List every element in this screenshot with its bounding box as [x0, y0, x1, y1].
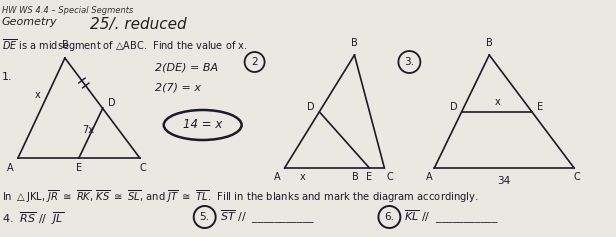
Text: B: B	[352, 172, 359, 182]
Text: C: C	[573, 172, 580, 182]
Text: B: B	[486, 38, 493, 48]
Text: D: D	[307, 102, 315, 112]
Text: 4.  $\overline{RS}$ //  $\overline{JL}$: 4. $\overline{RS}$ // $\overline{JL}$	[2, 210, 64, 227]
Text: E: E	[76, 163, 82, 173]
Text: A: A	[7, 163, 14, 173]
Text: 25/. reduced: 25/. reduced	[90, 17, 187, 32]
Text: 2: 2	[251, 57, 258, 67]
Text: B: B	[62, 40, 68, 50]
Text: x: x	[35, 90, 41, 100]
Text: D: D	[108, 98, 115, 108]
Text: Geometry: Geometry	[2, 17, 58, 27]
Text: In $\triangle$JKL, $\overline{JR}$ $\cong$ $\overline{RK}$, $\overline{KS}$ $\co: In $\triangle$JKL, $\overline{JR}$ $\con…	[2, 188, 479, 205]
Text: 2(DE) = BA: 2(DE) = BA	[155, 62, 218, 72]
Text: x: x	[495, 97, 500, 107]
Text: 6.: 6.	[384, 212, 394, 222]
Text: E: E	[367, 172, 373, 182]
Text: HW WS 4.4 – Special Segments: HW WS 4.4 – Special Segments	[2, 6, 133, 15]
Text: 3.: 3.	[404, 57, 415, 67]
Text: $\overline{DE}$ is a midsegment of △ABC.  Find the value of x.: $\overline{DE}$ is a midsegment of △ABC.…	[2, 38, 248, 55]
Text: E: E	[537, 102, 543, 112]
Text: 5.: 5.	[200, 212, 209, 222]
Text: A: A	[274, 172, 281, 182]
Text: $\overline{ST}$ //  ___________: $\overline{ST}$ // ___________	[220, 208, 315, 226]
Text: A: A	[426, 172, 432, 182]
Text: 34: 34	[498, 176, 511, 186]
Text: C: C	[139, 163, 146, 173]
Text: 7x: 7x	[82, 125, 94, 135]
Text: 2(7) = x: 2(7) = x	[155, 82, 201, 92]
Text: B: B	[351, 38, 358, 48]
Text: C: C	[386, 172, 393, 182]
Text: 1.: 1.	[2, 72, 12, 82]
Text: D: D	[450, 102, 457, 112]
Text: x: x	[299, 172, 306, 182]
Text: 14 = x: 14 = x	[183, 118, 222, 132]
Text: $\overline{KL}$ //  ___________: $\overline{KL}$ // ___________	[404, 208, 500, 226]
